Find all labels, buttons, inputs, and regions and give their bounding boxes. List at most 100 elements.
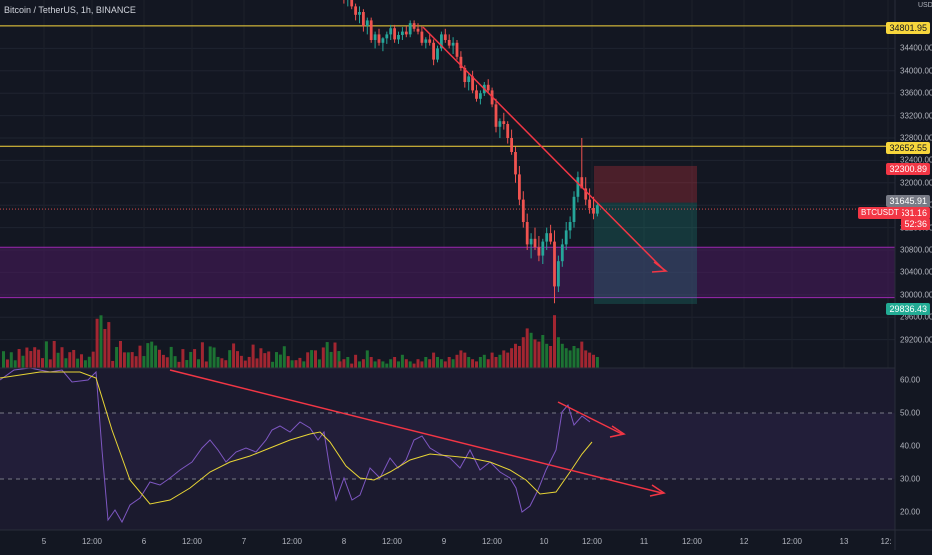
candle-body <box>560 244 564 262</box>
volume-bar <box>389 359 393 368</box>
volume-bar <box>290 360 294 368</box>
candle-body <box>494 104 498 127</box>
candle-body <box>553 241 556 287</box>
volume-bar <box>33 347 37 368</box>
volume-bar <box>181 349 185 368</box>
volume-bar <box>302 361 306 368</box>
volume-bar <box>451 359 455 368</box>
candle-body <box>549 233 552 242</box>
candle-body <box>584 188 588 200</box>
volume-bar <box>298 357 302 368</box>
volume-bar <box>365 350 369 368</box>
rsi-tick-label: 60.00 <box>900 375 921 385</box>
candle-body <box>443 34 447 40</box>
volume-bar <box>439 359 443 368</box>
rsi-tick-label: 50.00 <box>900 408 921 418</box>
stop-price-label: 32300.89 <box>886 163 930 175</box>
volume-bar <box>60 347 64 368</box>
candle-body <box>440 34 443 49</box>
time-tick-label: 12: <box>880 537 892 546</box>
candle-body <box>385 34 389 39</box>
volume-bar <box>68 352 72 368</box>
price-tick-label: 34000.00 <box>900 66 932 76</box>
volume-bar <box>373 361 377 368</box>
candle-body <box>412 23 416 29</box>
time-tick-label: 12:00 <box>381 537 403 546</box>
volume-bar <box>412 363 416 368</box>
volume-bar <box>321 347 325 368</box>
candle-body <box>557 261 560 287</box>
volume-bar <box>119 340 122 368</box>
volume-bar <box>115 347 119 368</box>
volume-bar <box>275 352 278 368</box>
volume-bar <box>239 355 243 368</box>
volume-bar <box>126 352 130 368</box>
volume-bar <box>424 357 428 368</box>
price-tick-label: 30000.00 <box>900 290 932 300</box>
volume-bar <box>220 358 224 368</box>
volume-bar <box>37 349 41 368</box>
rsi-tick-label: 30.00 <box>900 474 921 484</box>
volume-bar <box>397 361 400 368</box>
rsi-line <box>0 367 591 524</box>
volume-bar <box>64 358 68 368</box>
volume-bar <box>189 351 193 368</box>
volume-bar <box>556 337 560 368</box>
volume-bar <box>514 343 517 368</box>
candle-body <box>397 34 400 40</box>
volume-bar <box>377 359 381 368</box>
volume-bar <box>490 352 494 368</box>
candle-body <box>424 39 428 43</box>
candle-body <box>420 31 424 43</box>
candle-body <box>537 247 541 256</box>
volume-bar <box>517 346 521 368</box>
volume-bar <box>21 355 25 368</box>
candle-body <box>525 222 529 245</box>
volume-bar <box>595 357 599 368</box>
target-zone <box>594 202 697 304</box>
volume-bar <box>48 359 52 368</box>
candle-body <box>369 20 373 40</box>
volume-bar <box>247 356 251 368</box>
candle-body <box>377 34 381 43</box>
volume-bar <box>358 361 361 368</box>
volume-bar <box>447 357 451 368</box>
volume-bar <box>337 351 341 368</box>
candle-body <box>521 199 525 222</box>
rsi-divergence-line <box>169 369 663 494</box>
volume-bar <box>243 360 247 368</box>
volume-bar <box>560 343 564 368</box>
candle-body <box>393 28 396 40</box>
stop-zone <box>594 165 697 203</box>
level-mid-label: 32652.55 <box>886 142 930 154</box>
ticker-tag[interactable]: BTCUSDT <box>858 207 902 219</box>
time-tick-label: 12 <box>739 537 749 546</box>
demand-zone <box>0 247 895 298</box>
time-tick-label: 5 <box>41 537 47 546</box>
countdown-timer: 52:36 <box>901 218 930 230</box>
volume-bar <box>314 350 317 368</box>
volume-bar <box>267 351 271 368</box>
candle-body <box>596 205 599 214</box>
volume-bar <box>80 354 83 368</box>
candle-body <box>576 177 580 197</box>
volume-bar <box>294 360 298 368</box>
time-tick-label: 8 <box>341 537 347 546</box>
volume-bar <box>263 353 267 368</box>
volume-bar <box>338 361 342 368</box>
time-tick-label: 11 <box>639 537 649 546</box>
volume-bar <box>204 361 208 368</box>
volume-bar <box>506 352 510 368</box>
rsi-short-trendline <box>557 401 623 435</box>
volume-bar <box>467 357 471 368</box>
volume-bar <box>271 361 275 368</box>
time-tick-label: 12:00 <box>481 537 503 546</box>
volume-bar <box>393 357 397 368</box>
volume-bar <box>525 328 529 368</box>
volume-bar <box>146 343 150 368</box>
candle-body <box>541 241 545 256</box>
volume-bar <box>216 356 220 368</box>
volume-bar <box>404 359 408 368</box>
